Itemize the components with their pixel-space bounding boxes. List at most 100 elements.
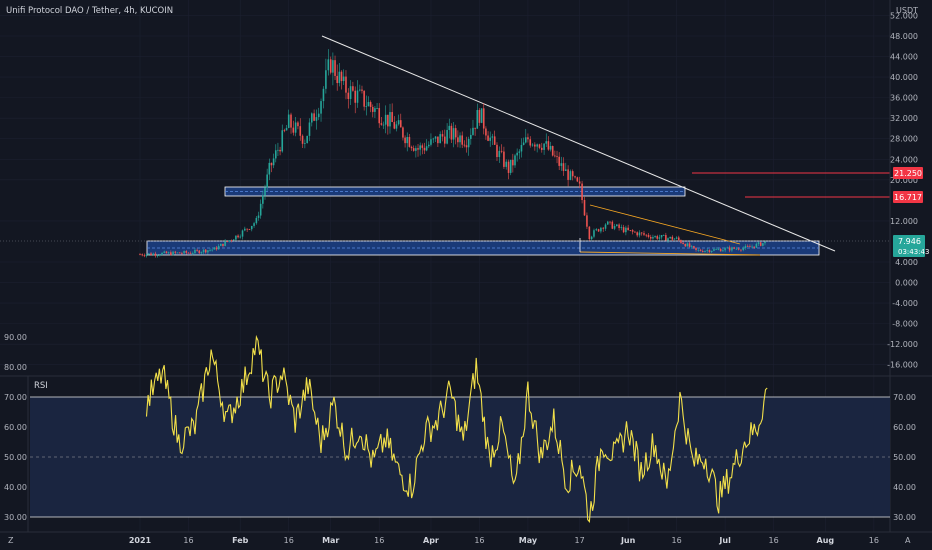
candle-body bbox=[283, 130, 286, 132]
candle-body bbox=[161, 252, 163, 255]
candle-body bbox=[609, 221, 611, 223]
candle-body bbox=[329, 59, 332, 73]
candle-body bbox=[529, 139, 532, 146]
candle-body bbox=[207, 250, 209, 253]
candle-body bbox=[547, 141, 550, 150]
candle-body bbox=[662, 235, 665, 236]
candle-body bbox=[645, 234, 648, 236]
price-tick-label: -4.000 bbox=[892, 299, 918, 308]
candle-body bbox=[380, 123, 383, 125]
candle-body bbox=[220, 243, 222, 246]
candle-body bbox=[354, 90, 357, 103]
candle-body bbox=[163, 251, 166, 253]
candle-body bbox=[345, 76, 347, 93]
candle-body bbox=[399, 120, 402, 128]
candle-body bbox=[697, 249, 700, 251]
candle-body bbox=[226, 241, 229, 242]
candle-body bbox=[618, 224, 620, 229]
descending-trendline[interactable] bbox=[321, 35, 836, 252]
candle-body bbox=[150, 253, 152, 256]
time-tick-labels: 2021 16 Feb 16 Mar 16 Apr 16 May 17 Jun 16 Jul 16 Aug 1… bbox=[129, 536, 879, 545]
time-tick-label: Jul bbox=[718, 536, 731, 545]
candle-body bbox=[744, 245, 747, 249]
candle-body bbox=[540, 147, 543, 150]
timezone-toggle[interactable]: Z bbox=[8, 536, 14, 545]
candle-body bbox=[301, 135, 304, 144]
candle-body bbox=[682, 242, 684, 244]
price-tick-label: 0.000 bbox=[895, 279, 918, 288]
candle-body bbox=[322, 88, 325, 102]
rsi-right-tick-labels: 70.00 60.00 50.00 40.00 30.00 bbox=[893, 393, 916, 522]
candle-body bbox=[228, 240, 231, 242]
candle-body bbox=[463, 144, 466, 146]
candle-body bbox=[472, 127, 474, 135]
candle-body bbox=[421, 145, 424, 148]
price-tick-label: -12.000 bbox=[887, 340, 918, 349]
candle-body bbox=[404, 137, 406, 144]
candle-body bbox=[708, 250, 711, 253]
candle-body bbox=[371, 106, 374, 112]
candle-body bbox=[665, 235, 667, 241]
time-tick-label: 16 bbox=[672, 536, 682, 545]
candle-body bbox=[290, 114, 292, 128]
candle-body bbox=[569, 171, 572, 180]
candle-body bbox=[306, 135, 308, 144]
candle-body bbox=[430, 139, 432, 145]
candle-body bbox=[581, 183, 583, 201]
candle-body bbox=[299, 126, 302, 136]
candle-body bbox=[602, 227, 605, 229]
candle-body bbox=[167, 252, 170, 254]
candle-body bbox=[538, 144, 541, 148]
candle-body bbox=[673, 238, 676, 240]
candle-body bbox=[439, 134, 441, 144]
candle-body bbox=[152, 253, 155, 256]
rsi-pane[interactable]: RSI 90.0080.0070.0060.0050.0040.0030.00 … bbox=[4, 333, 916, 532]
candle-body bbox=[652, 237, 654, 239]
candle-body bbox=[189, 252, 192, 254]
candle-body bbox=[478, 110, 481, 123]
candle-body bbox=[389, 112, 391, 127]
wedge-lower-line[interactable] bbox=[579, 251, 761, 256]
candle-body bbox=[461, 135, 463, 145]
candle-body bbox=[465, 145, 468, 148]
time-tick-label: 17 bbox=[575, 536, 585, 545]
candle-body bbox=[740, 249, 742, 251]
candle-body bbox=[567, 169, 569, 180]
candle-body bbox=[643, 233, 645, 235]
candle-body bbox=[586, 215, 588, 227]
candle-body bbox=[349, 86, 352, 99]
candle-body bbox=[230, 240, 233, 242]
candle-body bbox=[452, 128, 455, 140]
candle-body bbox=[441, 134, 444, 137]
candle-body bbox=[701, 251, 704, 252]
candle-body bbox=[613, 226, 616, 229]
candle-body bbox=[688, 243, 691, 247]
price-axis[interactable]: USDT 52.000 48.000 44.000 40.000 36.000 32.00… bbox=[887, 0, 929, 532]
candle-body bbox=[268, 162, 271, 175]
candle-body bbox=[427, 144, 430, 147]
candle-body bbox=[660, 235, 663, 238]
candle-body bbox=[257, 215, 260, 218]
time-axis[interactable]: 2021 16 Feb 16 Mar 16 Apr 16 May 17 Jun 16 Jul 16 Aug 1… bbox=[0, 531, 932, 545]
candle-body bbox=[215, 247, 218, 250]
candle-body bbox=[656, 236, 659, 239]
candle-body bbox=[616, 224, 618, 227]
candle-body bbox=[237, 235, 239, 238]
candle-body bbox=[194, 249, 196, 254]
candle-body bbox=[217, 245, 220, 250]
wedge-upper-line[interactable] bbox=[589, 204, 741, 245]
candle-body bbox=[629, 230, 632, 231]
candle-body bbox=[310, 113, 313, 123]
candle-body bbox=[489, 137, 492, 141]
candle-body bbox=[686, 243, 689, 247]
candle-body bbox=[352, 86, 354, 91]
time-tick-label: Jun bbox=[620, 536, 636, 545]
candle-body bbox=[731, 247, 733, 251]
candle-body bbox=[562, 163, 565, 171]
candle-body bbox=[297, 122, 299, 127]
candle-body bbox=[728, 247, 731, 251]
candle-body bbox=[342, 76, 345, 82]
candle-body bbox=[281, 130, 284, 152]
candle-body bbox=[304, 143, 306, 144]
auto-scale-button[interactable]: A bbox=[905, 536, 911, 545]
